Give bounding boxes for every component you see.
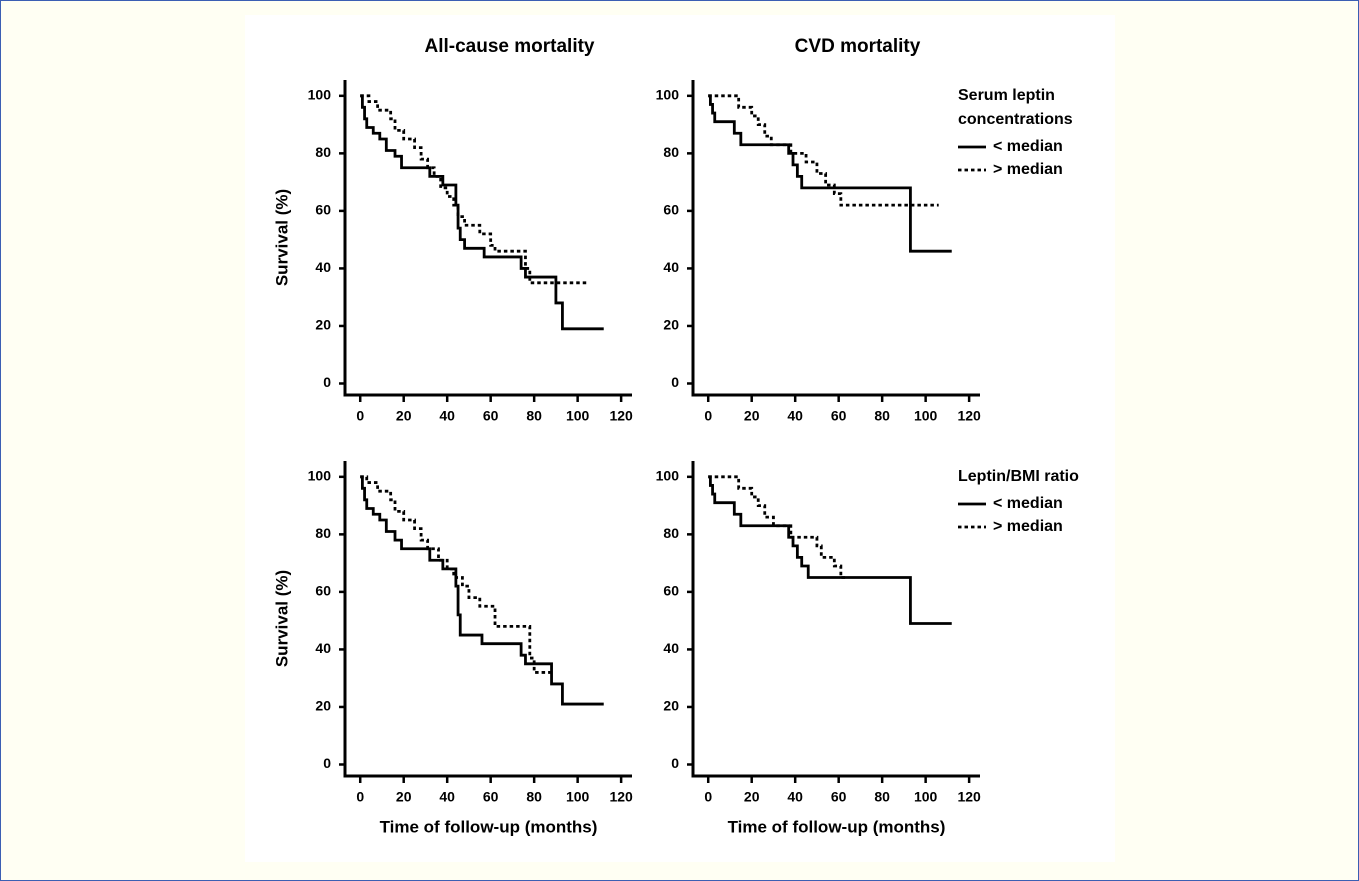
y-tick-label: 60 bbox=[663, 202, 679, 218]
x-axis-label: Time of follow-up (months) bbox=[728, 817, 946, 836]
y-tick-label: 100 bbox=[308, 87, 332, 103]
y-tick-label: 40 bbox=[315, 640, 331, 656]
y-tick-label: 0 bbox=[323, 374, 331, 390]
y-tick-label: 80 bbox=[315, 525, 331, 541]
panel-title: All-cause mortality bbox=[425, 36, 595, 57]
legend-title: Leptin/BMI ratio bbox=[958, 468, 1079, 485]
x-tick-label: 80 bbox=[526, 408, 542, 424]
x-tick-label: 40 bbox=[439, 789, 455, 805]
y-tick-label: 0 bbox=[323, 755, 331, 771]
x-tick-label: 0 bbox=[704, 408, 712, 424]
y-tick-label: 40 bbox=[315, 259, 331, 275]
survival-curve bbox=[360, 94, 589, 285]
x-tick-label: 80 bbox=[526, 789, 542, 805]
survival-curve bbox=[708, 94, 939, 207]
y-tick-label: 40 bbox=[663, 259, 679, 275]
x-tick-label: 40 bbox=[787, 408, 803, 424]
survival-curve bbox=[708, 94, 952, 253]
y-tick-label: 80 bbox=[663, 144, 679, 160]
x-tick-label: 60 bbox=[831, 408, 847, 424]
y-axis-label: Survival (%) bbox=[272, 570, 291, 667]
legend-label: < median bbox=[993, 495, 1063, 512]
x-tick-label: 120 bbox=[609, 789, 633, 805]
x-tick-label: 0 bbox=[704, 789, 712, 805]
x-tick-label: 40 bbox=[787, 789, 803, 805]
y-tick-label: 100 bbox=[656, 468, 680, 484]
x-tick-label: 60 bbox=[483, 789, 499, 805]
legend-label: > median bbox=[993, 518, 1063, 535]
x-tick-label: 40 bbox=[439, 408, 455, 424]
y-axis-label: Survival (%) bbox=[272, 189, 291, 286]
y-tick-label: 60 bbox=[315, 583, 331, 599]
x-tick-label: 100 bbox=[566, 789, 590, 805]
y-tick-label: 20 bbox=[315, 698, 331, 714]
x-tick-label: 120 bbox=[609, 408, 633, 424]
x-tick-label: 20 bbox=[396, 789, 412, 805]
survival-curve bbox=[708, 475, 952, 625]
panel-title: CVD mortality bbox=[795, 36, 921, 57]
survival-curve bbox=[708, 475, 846, 579]
x-tick-label: 120 bbox=[957, 789, 981, 805]
x-tick-label: 100 bbox=[566, 408, 590, 424]
x-tick-label: 20 bbox=[396, 408, 412, 424]
y-tick-label: 80 bbox=[663, 525, 679, 541]
x-tick-label: 0 bbox=[356, 408, 364, 424]
x-tick-label: 20 bbox=[744, 408, 760, 424]
y-tick-label: 0 bbox=[671, 755, 679, 771]
legend-label: < median bbox=[993, 138, 1063, 155]
y-tick-label: 100 bbox=[656, 87, 680, 103]
survival-curve bbox=[360, 94, 604, 331]
survival-curve bbox=[360, 475, 604, 706]
x-tick-label: 100 bbox=[914, 789, 938, 805]
x-tick-label: 60 bbox=[483, 408, 499, 424]
y-tick-label: 20 bbox=[663, 698, 679, 714]
x-tick-label: 60 bbox=[831, 789, 847, 805]
x-tick-label: 0 bbox=[356, 789, 364, 805]
y-tick-label: 60 bbox=[663, 583, 679, 599]
y-tick-label: 40 bbox=[663, 640, 679, 656]
figure-panel bbox=[245, 15, 1115, 862]
x-tick-label: 80 bbox=[874, 789, 890, 805]
y-tick-label: 100 bbox=[308, 468, 332, 484]
x-tick-label: 20 bbox=[744, 789, 760, 805]
y-tick-label: 20 bbox=[315, 317, 331, 333]
y-tick-label: 0 bbox=[671, 374, 679, 390]
legend-label: > median bbox=[993, 161, 1063, 178]
y-tick-label: 20 bbox=[663, 317, 679, 333]
y-tick-label: 60 bbox=[315, 202, 331, 218]
x-tick-label: 100 bbox=[914, 408, 938, 424]
y-tick-label: 80 bbox=[315, 144, 331, 160]
x-tick-label: 80 bbox=[874, 408, 890, 424]
legend-title: Serum leptin concentrations bbox=[958, 87, 1073, 128]
x-tick-label: 120 bbox=[957, 408, 981, 424]
survival-curve bbox=[360, 475, 552, 674]
x-axis-label: Time of follow-up (months) bbox=[380, 817, 598, 836]
